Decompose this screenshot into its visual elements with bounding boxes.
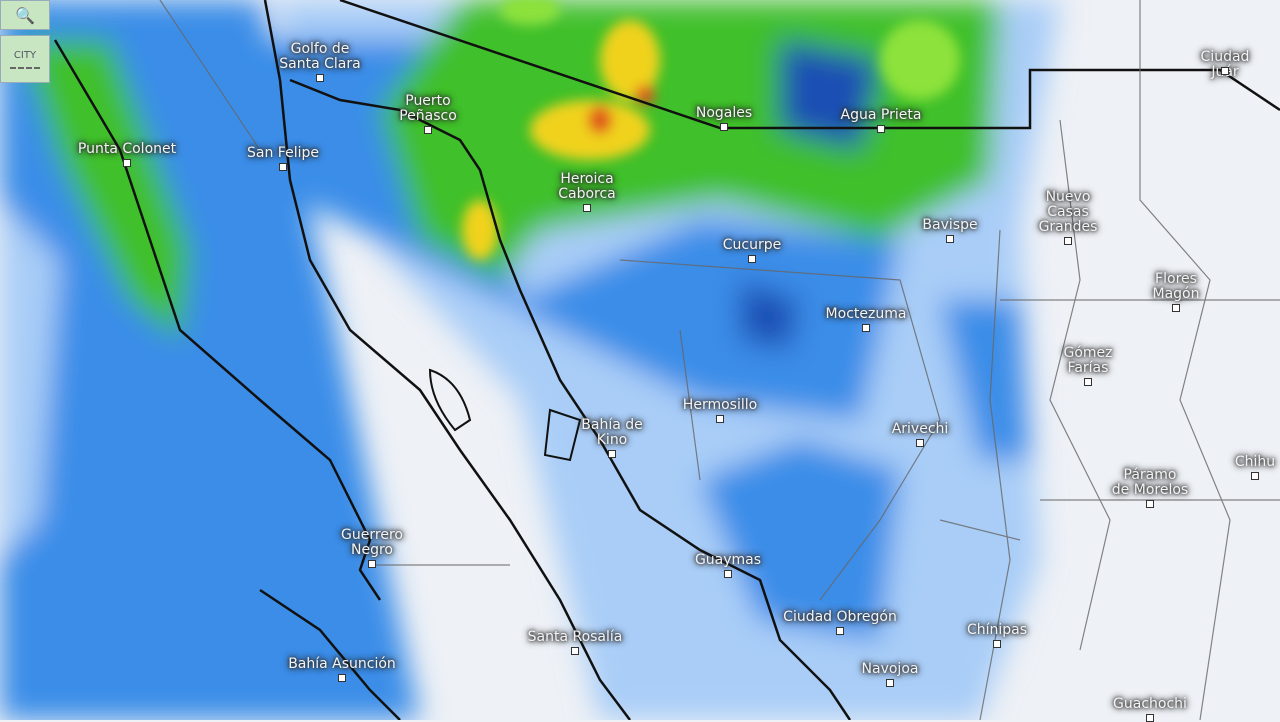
city-marker-icon xyxy=(748,255,756,263)
city-marker-icon xyxy=(993,640,1001,648)
city-marker-icon xyxy=(583,204,591,212)
place-label: Agua Prieta xyxy=(840,107,922,123)
place-label: Navojoa xyxy=(861,661,919,677)
city-marker-icon xyxy=(571,647,579,655)
place-label: Guachochi xyxy=(1113,696,1187,712)
city-marker-icon xyxy=(716,415,724,423)
place-label: Santa Rosalía xyxy=(527,629,623,645)
place-label: Flores Magón xyxy=(1152,271,1200,302)
place-label: Hermosillo xyxy=(682,397,758,413)
place-label: Chihu xyxy=(1234,454,1276,470)
place-label: Punta Colonet xyxy=(77,141,177,157)
magnifier-icon: 🔍 xyxy=(15,5,35,25)
city-marker-icon xyxy=(877,125,885,133)
place-label: Gómez Farías xyxy=(1063,345,1113,376)
city-marker-icon xyxy=(1221,67,1229,75)
place-label: Bahía Asunción xyxy=(288,656,396,672)
place-label: Moctezuma xyxy=(825,306,907,322)
city-marker-icon xyxy=(946,235,954,243)
city-marker-icon xyxy=(1084,378,1092,386)
city-marker-icon xyxy=(1172,304,1180,312)
city-marker-icon xyxy=(886,679,894,687)
place-label: Nogales xyxy=(695,105,753,121)
city-line-icon xyxy=(10,66,40,69)
city-marker-icon xyxy=(424,126,432,134)
place-label: Cucurpe xyxy=(722,237,782,253)
search-button[interactable]: 🔍 xyxy=(0,0,50,30)
city-marker-icon xyxy=(724,570,732,578)
place-label: San Felipe xyxy=(247,145,319,161)
place-label: Puerto Peñasco xyxy=(399,93,457,124)
city-marker-icon xyxy=(836,627,844,635)
city-toggle-button[interactable]: CITY xyxy=(0,35,50,83)
city-marker-icon xyxy=(1146,714,1154,722)
city-marker-icon xyxy=(1064,237,1072,245)
city-marker-icon xyxy=(1251,472,1259,480)
place-label: Bavispe xyxy=(922,217,978,233)
city-marker-icon xyxy=(1146,500,1154,508)
city-marker-icon xyxy=(916,439,924,447)
city-marker-icon xyxy=(862,324,870,332)
place-label: Ciudad Obregón xyxy=(783,609,897,625)
place-label: Chínipas xyxy=(966,622,1028,638)
place-label: Heroica Caborca xyxy=(558,171,616,202)
city-marker-icon xyxy=(338,674,346,682)
city-marker-icon xyxy=(123,159,131,167)
place-label: Guerrero Negro xyxy=(341,527,403,558)
city-marker-icon xyxy=(368,560,376,568)
city-marker-icon xyxy=(720,123,728,131)
place-label: Golfo de Santa Clara xyxy=(279,41,361,72)
city-marker-icon xyxy=(279,163,287,171)
city-marker-icon xyxy=(316,74,324,82)
place-label: Páramo de Morelos xyxy=(1111,467,1189,498)
city-marker-icon xyxy=(608,450,616,458)
place-label: Guaymas xyxy=(694,552,762,568)
city-label: CITY xyxy=(13,49,37,61)
place-label: Ciudad Juár xyxy=(1200,49,1250,80)
place-label: Nuevo Casas Grandes xyxy=(1038,189,1098,235)
place-label: Bahía de Kino xyxy=(581,417,643,448)
place-label: Arivechi xyxy=(891,421,949,437)
